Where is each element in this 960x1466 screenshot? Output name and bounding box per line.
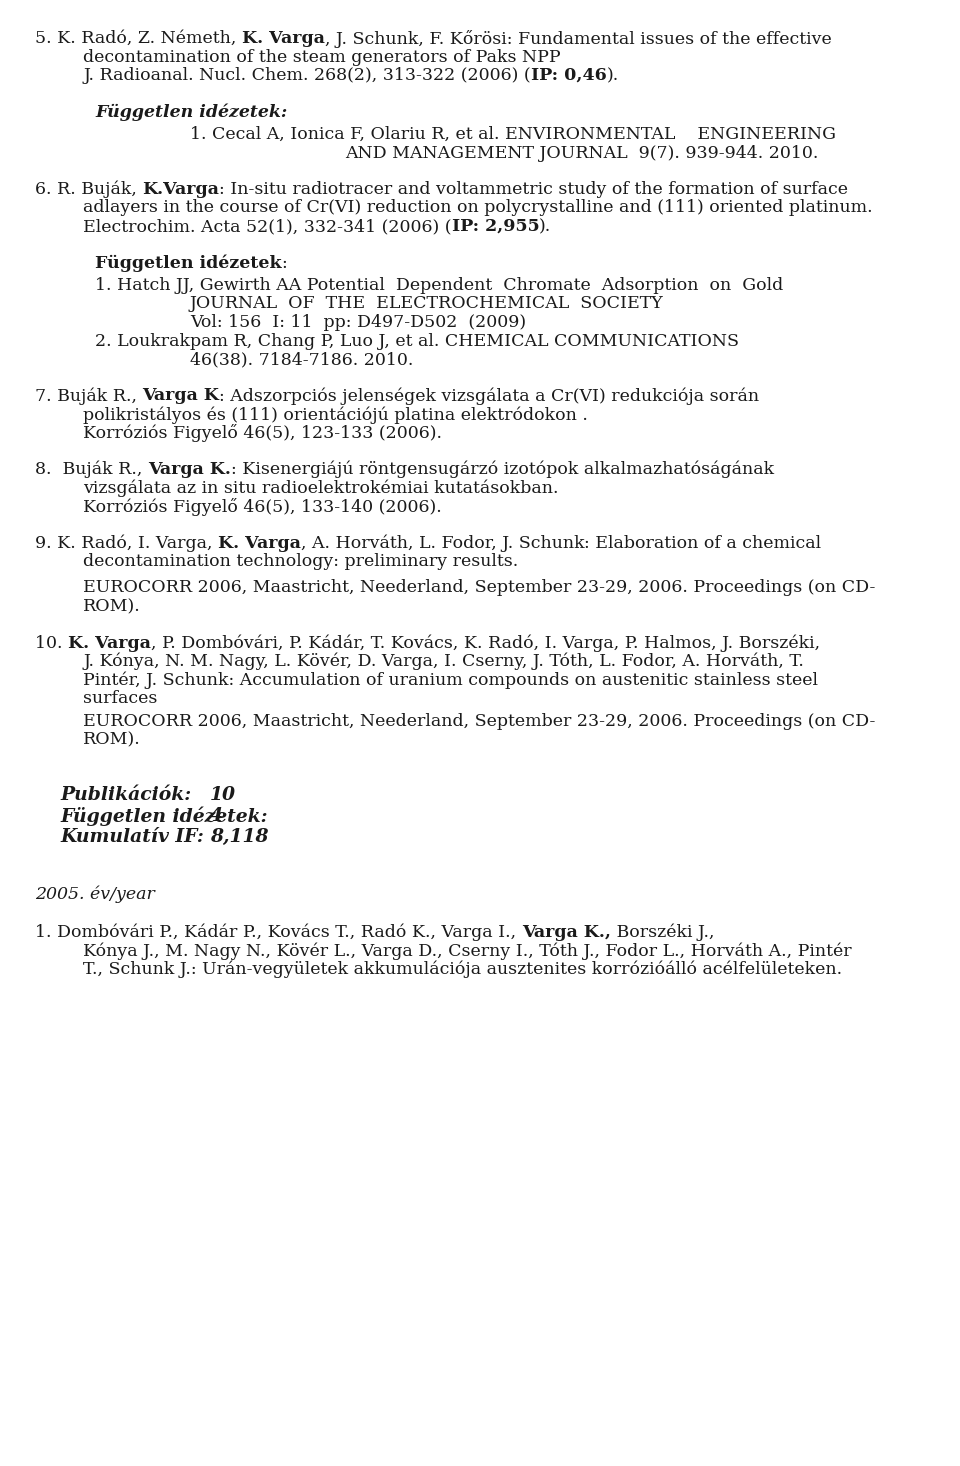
- Text: , A. Horváth, L. Fodor, J. Schunk: , A. Horváth, L. Fodor, J. Schunk: [300, 535, 585, 553]
- Text: ).: ).: [607, 67, 618, 84]
- Text: , J. Schunk, F. Kőrösi: Fundamental issues of the effective: , J. Schunk, F. Kőrösi: Fundamental issu…: [324, 29, 831, 48]
- Text: 1. Hatch JJ, Gewirth AA Potential  Dependent  Chromate  Adsorption  on  Gold: 1. Hatch JJ, Gewirth AA Potential Depend…: [95, 277, 783, 295]
- Text: K. Varga: K. Varga: [68, 635, 151, 651]
- Text: 9. K. Radó, I. Varga,: 9. K. Radó, I. Varga,: [35, 535, 218, 553]
- Text: decontamination technology: preliminary results.: decontamination technology: preliminary …: [83, 553, 518, 570]
- Text: ROM).: ROM).: [83, 598, 141, 616]
- Text: AND MANAGEMENT JOURNAL  9(7). 939-944. 2010.: AND MANAGEMENT JOURNAL 9(7). 939-944. 20…: [345, 145, 818, 161]
- Text: Varga K.,: Varga K.,: [521, 924, 611, 941]
- Text: Kumulatív IF:: Kumulatív IF:: [60, 828, 204, 846]
- Text: K.Varga: K.Varga: [142, 180, 219, 198]
- Text: 1. Dombóvári P., Kádár P., Kovács T., Radó K., Varga I.,: 1. Dombóvári P., Kádár P., Kovács T., Ra…: [35, 924, 521, 941]
- Text: 6. R. Buják,: 6. R. Buják,: [35, 180, 142, 198]
- Text: : Kisenergiájú röntgensugárzó izotópok alkalmazhatóságának: : Kisenergiájú röntgensugárzó izotópok a…: [230, 460, 774, 478]
- Text: , P. Dombóvári, P. Kádár, T. Kovács, K. Radó, I. Varga, P. Halmos, J. Borszéki,: , P. Dombóvári, P. Kádár, T. Kovács, K. …: [151, 635, 820, 652]
- Text: : In-situ radiotracer and voltammetric study of the formation of surface: : In-situ radiotracer and voltammetric s…: [219, 180, 849, 198]
- Text: 7. Buják R.,: 7. Buják R.,: [35, 387, 142, 405]
- Text: 46(38). 7184-7186. 2010.: 46(38). 7184-7186. 2010.: [190, 350, 414, 368]
- Text: 2005. év/year: 2005. év/year: [35, 885, 155, 903]
- Text: : Elaboration of a chemical: : Elaboration of a chemical: [585, 535, 822, 551]
- Text: Publikációk:: Publikációk:: [60, 786, 191, 803]
- Text: J. Radioanal. Nucl. Chem. 268(2), 313-322 (2006) (: J. Radioanal. Nucl. Chem. 268(2), 313-32…: [83, 67, 531, 84]
- Text: 10.: 10.: [35, 635, 68, 651]
- Text: Pintér, J. Schunk: Accumulation of uranium compounds on austenitic stainless ste: Pintér, J. Schunk: Accumulation of urani…: [83, 671, 818, 689]
- Text: EUROCORR 2006, Maastricht, Neederland, September 23-29, 2006. Proceedings (on CD: EUROCORR 2006, Maastricht, Neederland, S…: [83, 712, 876, 730]
- Text: Varga K: Varga K: [142, 387, 220, 405]
- Text: :: :: [281, 255, 287, 271]
- Text: polikristályos és (111) orientációjú platina elektródokon .: polikristályos és (111) orientációjú pla…: [83, 406, 588, 424]
- Text: T., Schunk J.: Urán-vegyületek akkumulációja ausztenites korrózióálló acélfelüle: T., Schunk J.: Urán-vegyületek akkumulác…: [83, 960, 842, 978]
- Text: K. Varga: K. Varga: [242, 29, 324, 47]
- Text: 10: 10: [210, 786, 236, 803]
- Text: Független idézetek:: Független idézetek:: [95, 104, 287, 122]
- Text: ROM).: ROM).: [83, 732, 141, 748]
- Text: Korróziós Figyelő 46(5), 133-140 (2006).: Korróziós Figyelő 46(5), 133-140 (2006).: [83, 498, 442, 516]
- Text: EUROCORR 2006, Maastricht, Neederland, September 23-29, 2006. Proceedings (on CD: EUROCORR 2006, Maastricht, Neederland, S…: [83, 579, 876, 597]
- Text: 1. Cecal A, Ionica F, Olariu R, et al. ENVIRONMENTAL    ENGINEERING: 1. Cecal A, Ionica F, Olariu R, et al. E…: [190, 126, 836, 144]
- Text: 8,118: 8,118: [210, 828, 269, 846]
- Text: Független idézetek: Független idézetek: [95, 255, 281, 273]
- Text: Borszéki J.,: Borszéki J.,: [611, 924, 714, 941]
- Text: 2. Loukrakpam R, Chang P, Luo J, et al. CHEMICAL COMMUNICATIONS: 2. Loukrakpam R, Chang P, Luo J, et al. …: [95, 333, 739, 349]
- Text: 5. K. Radó, Z. Németh,: 5. K. Radó, Z. Németh,: [35, 29, 242, 47]
- Text: adlayers in the course of Cr(VI) reduction on polycrystalline and (111) oriented: adlayers in the course of Cr(VI) reducti…: [83, 199, 873, 217]
- Text: J. Kónya, N. M. Nagy, L. Kövér, D. Varga, I. Cserny, J. Tóth, L. Fodor, A. Horvá: J. Kónya, N. M. Nagy, L. Kövér, D. Varga…: [83, 652, 804, 670]
- Text: 4: 4: [210, 806, 223, 825]
- Text: JOURNAL  OF  THE  ELECTROCHEMICAL  SOCIETY: JOURNAL OF THE ELECTROCHEMICAL SOCIETY: [190, 296, 663, 312]
- Text: Korróziós Figyelő 46(5), 123-133 (2006).: Korróziós Figyelő 46(5), 123-133 (2006).: [83, 425, 442, 443]
- Text: vizsgálata az in situ radioelektrokémiai kutatásokban.: vizsgálata az in situ radioelektrokémiai…: [83, 479, 559, 497]
- Text: : Adszorpciós jelenségek vizsgálata a Cr(VI) redukciója során: : Adszorpciós jelenségek vizsgálata a Cr…: [220, 387, 759, 405]
- Text: 8.  Buják R.,: 8. Buják R.,: [35, 460, 148, 478]
- Text: ).: ).: [540, 218, 551, 235]
- Text: K. Varga: K. Varga: [218, 535, 300, 551]
- Text: Független idézetek:: Független idézetek:: [60, 806, 268, 827]
- Text: IP: 0,46: IP: 0,46: [531, 67, 607, 84]
- Text: Kónya J., M. Nagy N., Kövér L., Varga D., Cserny I., Tóth J., Fodor L., Horváth : Kónya J., M. Nagy N., Kövér L., Varga D.…: [83, 943, 852, 960]
- Text: Electrochim. Acta 52(1), 332-341 (2006) (: Electrochim. Acta 52(1), 332-341 (2006) …: [83, 218, 451, 235]
- Text: Vol: 156  I: 11  pp: D497-D502  (2009): Vol: 156 I: 11 pp: D497-D502 (2009): [190, 314, 526, 331]
- Text: surfaces: surfaces: [83, 690, 157, 707]
- Text: decontamination of the steam generators of Paks NPP: decontamination of the steam generators …: [83, 48, 561, 66]
- Text: Varga K.: Varga K.: [148, 460, 230, 478]
- Text: IP: 2,955: IP: 2,955: [451, 218, 540, 235]
